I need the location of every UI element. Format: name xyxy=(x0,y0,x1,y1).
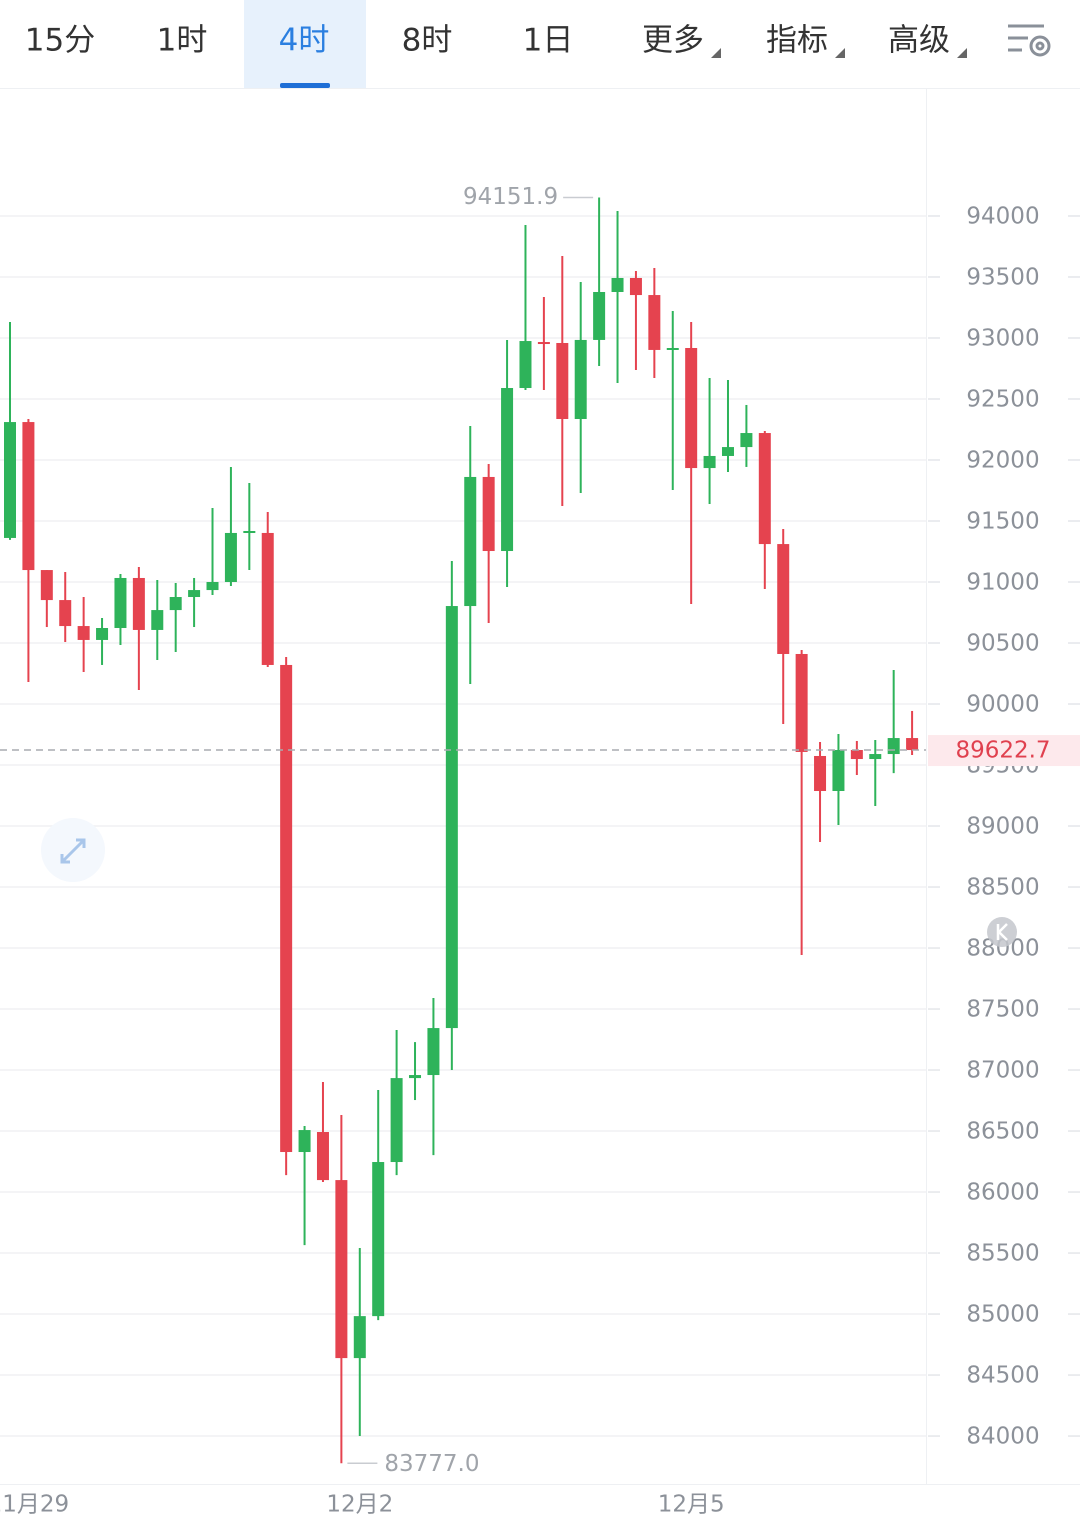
candle-body xyxy=(169,597,182,611)
back-to-latest-bg xyxy=(987,917,1017,947)
tab[interactable]: 8时 xyxy=(402,23,453,59)
y-tick-label: 84000 xyxy=(966,1424,1039,1450)
dropdown-marker xyxy=(711,48,721,58)
candle-body xyxy=(335,1180,348,1359)
y-tick-label: 91000 xyxy=(966,570,1039,596)
tab[interactable]: 更多 xyxy=(642,23,704,59)
candle-body xyxy=(188,590,201,598)
candle-body xyxy=(409,1075,422,1079)
tab[interactable]: 15分 xyxy=(25,23,95,59)
candle-body xyxy=(96,628,109,640)
candle-body xyxy=(261,532,274,665)
tab[interactable]: 1时 xyxy=(157,23,208,59)
candle-body xyxy=(887,738,900,755)
back-to-latest-glyph xyxy=(996,923,1008,941)
y-tick-label: 87000 xyxy=(966,1058,1039,1084)
candle-body xyxy=(206,582,219,591)
y-tick-label: 84500 xyxy=(966,1363,1039,1389)
candle-body xyxy=(427,1028,440,1076)
y-tick-label: 91500 xyxy=(966,509,1039,535)
tab[interactable]: 指标 xyxy=(766,23,828,59)
candle-body xyxy=(4,422,16,538)
y-tick-label: 85000 xyxy=(966,1302,1039,1328)
y-tick-label: 89000 xyxy=(966,814,1039,840)
expand-icon[interactable] xyxy=(41,818,105,882)
candle-body xyxy=(40,570,53,601)
candle-body xyxy=(629,277,642,296)
candle-body xyxy=(482,476,495,552)
selected-tab-bg xyxy=(244,0,366,88)
y-tick-label: 86000 xyxy=(966,1180,1039,1206)
candle-body xyxy=(869,754,882,760)
y-tick-label: 93500 xyxy=(966,264,1039,290)
candle-body xyxy=(151,610,164,630)
candle-body xyxy=(906,738,919,751)
candle-body xyxy=(445,606,458,1029)
candle-body xyxy=(243,531,256,534)
candle-body xyxy=(740,433,753,448)
y-tick-label: 92000 xyxy=(966,447,1039,473)
candle-body xyxy=(353,1316,366,1359)
x-tick-label: 12月2 xyxy=(326,1492,393,1518)
candle-body xyxy=(648,295,661,350)
candle-body xyxy=(390,1078,403,1163)
candle-body xyxy=(703,455,716,469)
candle-body xyxy=(574,339,587,420)
dropdown-marker xyxy=(957,48,967,58)
candle-body xyxy=(758,433,771,545)
candle-body xyxy=(316,1132,329,1181)
candle-body xyxy=(556,342,569,420)
y-tick-label: 90500 xyxy=(966,631,1039,657)
candle-body xyxy=(464,476,477,607)
candle-body xyxy=(77,626,90,640)
candle-body xyxy=(721,447,734,456)
candle-body xyxy=(224,532,237,583)
plot: 84000 84500 85000 85500 86000 86500 87000 87500… xyxy=(0,184,1080,1518)
back-to-latest[interactable] xyxy=(987,917,1017,947)
candle-body xyxy=(114,577,127,629)
y-tick-label: 94000 xyxy=(966,203,1039,229)
y-tick-label: 92500 xyxy=(966,386,1039,412)
x-tick-label: 11月29 xyxy=(0,1492,69,1518)
candle-body xyxy=(814,755,827,792)
candle-body xyxy=(795,653,808,752)
y-tick-label: 85500 xyxy=(966,1241,1039,1267)
candle-body xyxy=(372,1162,385,1317)
tab[interactable]: 1日 xyxy=(523,23,574,59)
y-tick-label: 86500 xyxy=(966,1119,1039,1145)
candle-body xyxy=(132,577,145,630)
tab-bar: 15分 1时 4时 8时 1日 更多 指标 高级 xyxy=(25,0,967,88)
min-label: 83777.0 xyxy=(384,1451,479,1477)
candle-body xyxy=(537,342,550,345)
candle-body xyxy=(832,750,845,792)
candle-body xyxy=(777,544,790,654)
max-label: 94151.9 xyxy=(463,184,558,210)
last-price-label: 89622.7 xyxy=(955,738,1050,764)
candle-body xyxy=(280,664,293,1153)
x-tick-label: 12月5 xyxy=(658,1492,725,1518)
candle-body xyxy=(666,347,679,350)
candle-body xyxy=(298,1130,311,1153)
candle-body xyxy=(850,750,863,760)
candle-body xyxy=(501,388,514,552)
settings-icon[interactable] xyxy=(1008,24,1051,57)
y-tick-label: 87500 xyxy=(966,997,1039,1023)
candle-body xyxy=(611,277,624,292)
candle-body xyxy=(519,341,532,389)
candle-body xyxy=(685,347,698,469)
tab[interactable]: 高级 xyxy=(888,23,950,59)
last-price-box xyxy=(928,735,1080,767)
y-tick-label: 88500 xyxy=(966,875,1039,901)
candle-body xyxy=(593,291,606,340)
candle-body xyxy=(22,422,35,571)
y-tick-label: 90000 xyxy=(966,692,1039,718)
selected-tab-underline xyxy=(280,83,330,88)
tab[interactable]: 4时 xyxy=(279,23,330,59)
dropdown-marker xyxy=(835,48,845,58)
y-tick-label: 93000 xyxy=(966,325,1039,351)
candle-body xyxy=(59,600,72,627)
